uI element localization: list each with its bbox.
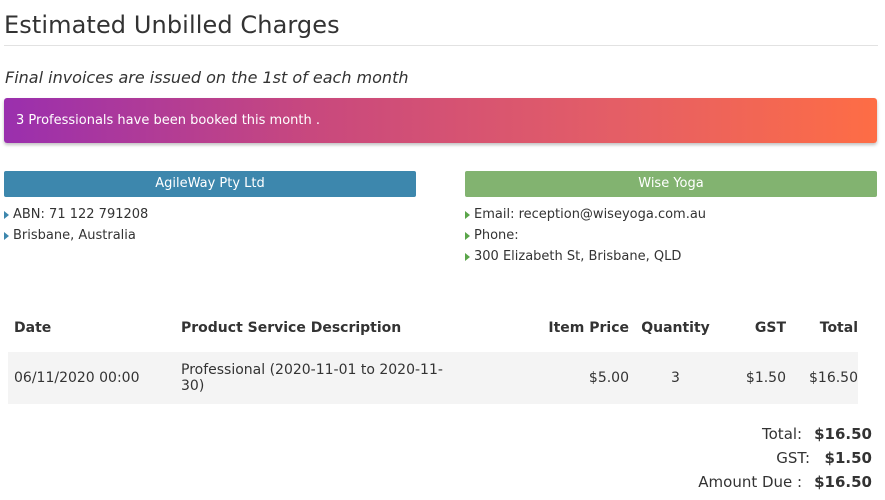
summary-amount-due-label: Amount Due : [698, 473, 803, 491]
client-phone: Phone: [465, 225, 706, 246]
row-total: $16.50 [809, 370, 858, 386]
client-email: Email: reception@wiseyoga.com.au [465, 204, 706, 225]
header-item-price: Item Price [548, 320, 629, 336]
summary-amount-due-value: $16.50 [814, 473, 872, 491]
summary-total-label: Total: [762, 425, 803, 443]
caret-right-icon [465, 231, 470, 240]
header-gst: GST [754, 320, 786, 336]
company-location: Brisbane, Australia [4, 225, 148, 246]
summary-gst-value: $1.50 [824, 449, 872, 467]
company-abn-text: ABN: 71 122 791208 [13, 207, 149, 222]
client-address-text: 300 Elizabeth St, Brisbane, QLD [474, 249, 682, 264]
charges-table: Date Product Service Description Item Pr… [8, 306, 858, 404]
caret-right-icon [465, 252, 470, 261]
row-description: Professional (2020-11-01 to 2020-11-30) [181, 362, 443, 394]
client-email-text: Email: reception@wiseyoga.com.au [474, 207, 707, 222]
row-quantity: 3 [671, 370, 680, 386]
header-quantity: Quantity [641, 320, 710, 336]
header-date: Date [14, 320, 52, 336]
caret-right-icon [465, 210, 470, 219]
company-name-header: AgileWay Pty Ltd [4, 171, 416, 197]
row-item-price: $5.00 [588, 370, 629, 386]
header-description: Product Service Description [181, 320, 402, 336]
company-location-text: Brisbane, Australia [13, 228, 136, 243]
invoice-summary: Total: $16.50 GST: $1.50 Amount Due : $1… [698, 425, 872, 497]
client-name-header: Wise Yoga [465, 171, 877, 197]
client-address: 300 Elizabeth St, Brisbane, QLD [465, 246, 706, 267]
table-header-row: Date Product Service Description Item Pr… [8, 306, 858, 350]
booking-summary-banner: 3 Professionals have been booked this mo… [4, 98, 877, 143]
client-details: Email: reception@wiseyoga.com.au Phone: … [465, 204, 706, 267]
page-title: Estimated Unbilled Charges [4, 11, 340, 39]
row-gst: $1.50 [745, 370, 786, 386]
header-total: Total [819, 320, 858, 336]
caret-right-icon [4, 210, 9, 219]
summary-gst-label: GST: [776, 449, 810, 467]
summary-total-value: $16.50 [814, 425, 872, 443]
summary-total-row: Total: $16.50 [698, 425, 872, 449]
company-details: ABN: 71 122 791208 Brisbane, Australia [4, 204, 148, 246]
summary-amount-due-row: Amount Due : $16.50 [698, 473, 872, 497]
table-row: 06/11/2020 00:00 Professional (2020-11-0… [8, 352, 858, 404]
title-divider [4, 45, 878, 46]
client-phone-text: Phone: [474, 228, 519, 243]
invoice-schedule-note: Final invoices are issued on the 1st of … [5, 68, 409, 87]
caret-right-icon [4, 231, 9, 240]
company-abn: ABN: 71 122 791208 [4, 204, 148, 225]
summary-gst-row: GST: $1.50 [698, 449, 872, 473]
row-date: 06/11/2020 00:00 [14, 370, 140, 386]
